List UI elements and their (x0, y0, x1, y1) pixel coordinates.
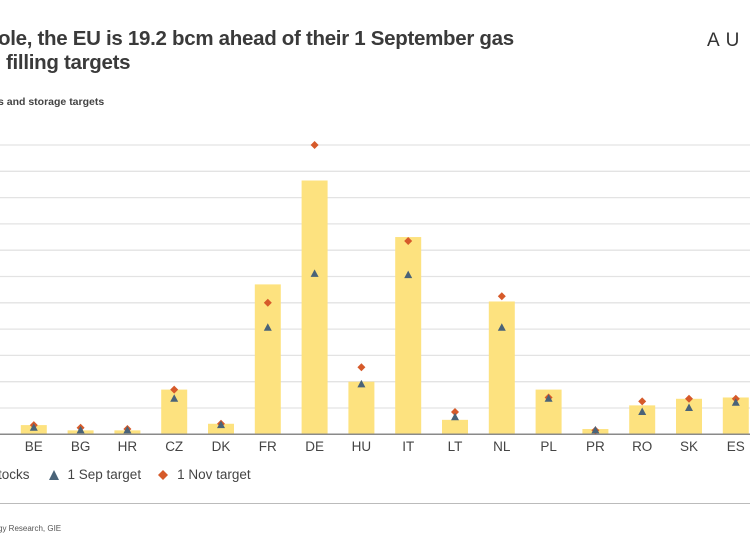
divider (0, 503, 750, 504)
triangle-icon (48, 469, 59, 480)
point-sep-target (591, 425, 600, 434)
x-tick-label: BG (71, 439, 91, 454)
point-sep-target (263, 323, 272, 331)
title-line-1: ole, the EU is 19.2 bcm ahead of their 1… (0, 27, 514, 50)
point-sep-target (685, 403, 693, 411)
legend-sep-label: 1 Sep target (67, 467, 142, 482)
x-tick-label: DK (212, 439, 231, 454)
chart-subtitle: s and storage targets (0, 96, 105, 108)
x-tick-label: NL (493, 439, 511, 454)
x-tick-label: RO (632, 439, 652, 454)
x-tick-label: LT (448, 439, 463, 454)
point-nov-target (685, 394, 693, 403)
x-tick-label: CZ (165, 439, 183, 454)
x-tick-label: HR (118, 439, 138, 454)
chart-title: ole, the EU is 19.2 bcm ahead of their 1… (0, 27, 598, 75)
point-sep-target (731, 398, 740, 406)
x-tick-label: DE (305, 439, 324, 454)
bar-stocks (254, 284, 281, 435)
point-nov-target (404, 236, 413, 245)
point-sep-target (638, 407, 647, 415)
x-tick-label: ES (727, 439, 745, 454)
point-nov-target (638, 397, 647, 406)
point-sep-target (123, 425, 132, 434)
point-nov-target (310, 141, 319, 149)
bar-stocks (348, 381, 375, 435)
title-line-2: filling targets (6, 51, 131, 74)
brand-logo: AU (707, 30, 746, 51)
legend: tocks 1 Sep target 1 Nov target (0, 467, 251, 482)
point-sep-target (29, 423, 38, 431)
point-nov-target (497, 292, 506, 301)
x-tick-label: PL (540, 439, 557, 454)
point-sep-target (357, 379, 366, 388)
point-nov-target (357, 363, 366, 372)
bar-stocks (488, 301, 515, 435)
bar-stocks (301, 180, 328, 435)
x-tick-label: SK (680, 439, 698, 454)
point-nov-target (263, 298, 272, 307)
bar-stocks (208, 423, 234, 435)
x-tick-label: BE (25, 439, 43, 454)
legend-nov-label: 1 Nov target (177, 467, 251, 482)
point-sep-target (310, 269, 319, 277)
point-sep-target (497, 323, 506, 331)
point-sep-target (76, 425, 85, 434)
x-tick-label: FR (259, 439, 277, 454)
x-tick-label: PR (586, 439, 605, 454)
bar-stocks (442, 419, 468, 435)
source-note: gy Research, GIE (0, 524, 62, 533)
x-tick-label: HU (352, 439, 372, 454)
point-sep-target (217, 420, 225, 429)
x-tick-label: IT (402, 439, 414, 454)
point-nov-target (451, 407, 459, 416)
bar-stocks (395, 237, 422, 435)
legend-stocks-label: tocks (0, 467, 30, 482)
point-sep-target (451, 412, 459, 421)
point-sep-target (544, 394, 553, 402)
point-sep-target (170, 394, 179, 402)
point-sep-target (404, 270, 413, 279)
point-nov-target (170, 385, 179, 394)
diamond-icon (158, 469, 169, 480)
